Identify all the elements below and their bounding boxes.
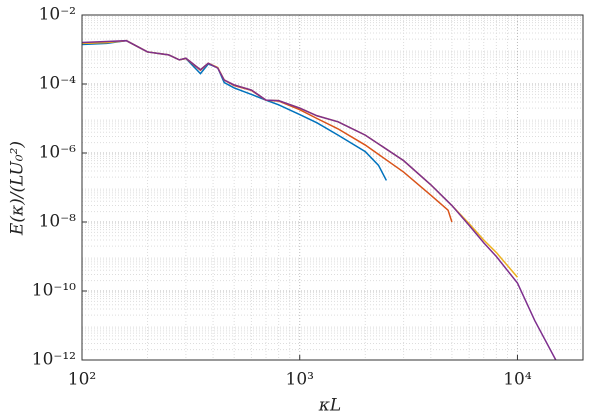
y-tick-label: 10⁻²: [39, 5, 76, 25]
y-tick-label: 10⁻⁸: [39, 212, 77, 232]
y-axis-label: E(κ)/(LU₀²): [8, 141, 28, 236]
x-tick-label: 10³: [286, 370, 314, 390]
y-tick-label: 10⁻⁴: [39, 74, 77, 94]
y-tick-label: 10⁻¹⁰: [32, 281, 76, 301]
series-line: [81, 39, 557, 361]
plot-frame: [81, 14, 584, 361]
x-axis-label: κL: [318, 396, 341, 416]
x-tick-label: 10²: [68, 370, 96, 390]
plot-background: [82, 15, 583, 360]
y-tick-label: 10⁻⁶: [39, 143, 77, 163]
x-tick-label: 10⁴: [503, 370, 532, 390]
y-tick-label: 10⁻¹²: [32, 350, 76, 370]
